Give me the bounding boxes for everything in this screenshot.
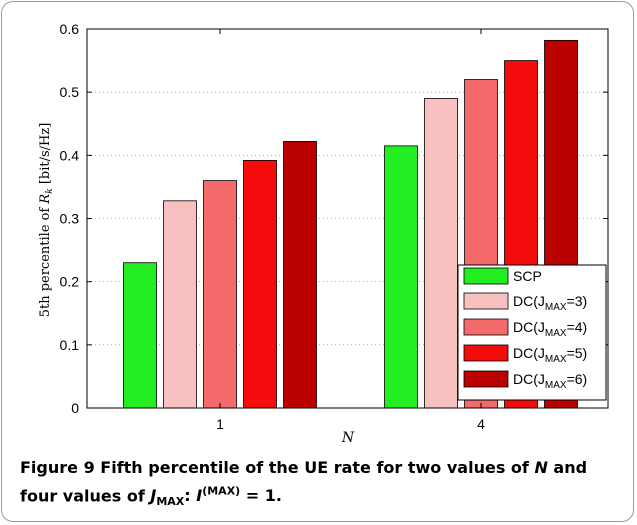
legend-swatch (463, 292, 509, 310)
grid-lines (87, 91, 608, 346)
legend-swatch (463, 318, 509, 336)
legend-swatch (463, 344, 509, 362)
legend-label: DC(JMAX=3) (513, 293, 587, 313)
legend-label: DC(JMAX=6) (513, 371, 587, 391)
x-axis-label: N (341, 430, 355, 446)
y-axis-ticks: 0 0.1 0.2 0.3 0.4 0.5 0.6 (60, 21, 608, 416)
legend-label: SCP (513, 268, 542, 284)
caption-colon: : (184, 486, 197, 506)
caption-text-c: four values of (20, 486, 151, 506)
caption-text: Fifth percentile of the UE rate for two … (94, 458, 535, 477)
legend-label: DC(JMAX=4) (513, 319, 587, 339)
y-tick-label: 0.6 (60, 21, 80, 37)
bar (203, 180, 237, 409)
caption-text-b: and (547, 458, 588, 477)
legend-label: DC(JMAX=5) (513, 345, 587, 365)
bar (384, 145, 418, 409)
caption-j: J (150, 486, 157, 506)
y-tick-label: 0.4 (60, 147, 80, 163)
bar (424, 98, 458, 409)
bar (163, 200, 197, 409)
x-tick-label: 1 (216, 416, 224, 432)
y-axis-label: 5th percentile of Rk [bit/s/Hz] (38, 123, 55, 318)
bar (123, 262, 157, 409)
legend-swatch (463, 267, 509, 285)
legend-swatch (463, 370, 509, 388)
caption-j-sub: MAX (156, 495, 185, 509)
caption-eq: = 1. (240, 486, 282, 506)
y-tick-label: 0 (71, 400, 79, 416)
y-tick-label: 0.5 (60, 84, 80, 100)
x-tick-label: 4 (477, 416, 485, 432)
caption-i: I (196, 486, 203, 506)
caption-i-sup: (MAX) (202, 485, 241, 498)
figure-caption: Figure 9 Fifth percentile of the UE rate… (20, 456, 620, 515)
y-tick-label: 0.2 (60, 274, 80, 290)
legend: SCP DC(JMAX=3) DC(JMAX=4) DC(JMAX=5) DC(JMAX… (457, 264, 607, 401)
y-tick-label: 0.1 (60, 337, 80, 353)
bar (283, 141, 317, 409)
caption-n: N (534, 458, 548, 477)
bar (243, 159, 277, 409)
caption-label: Figure 9 (20, 458, 95, 477)
y-tick-label: 0.3 (60, 211, 80, 227)
